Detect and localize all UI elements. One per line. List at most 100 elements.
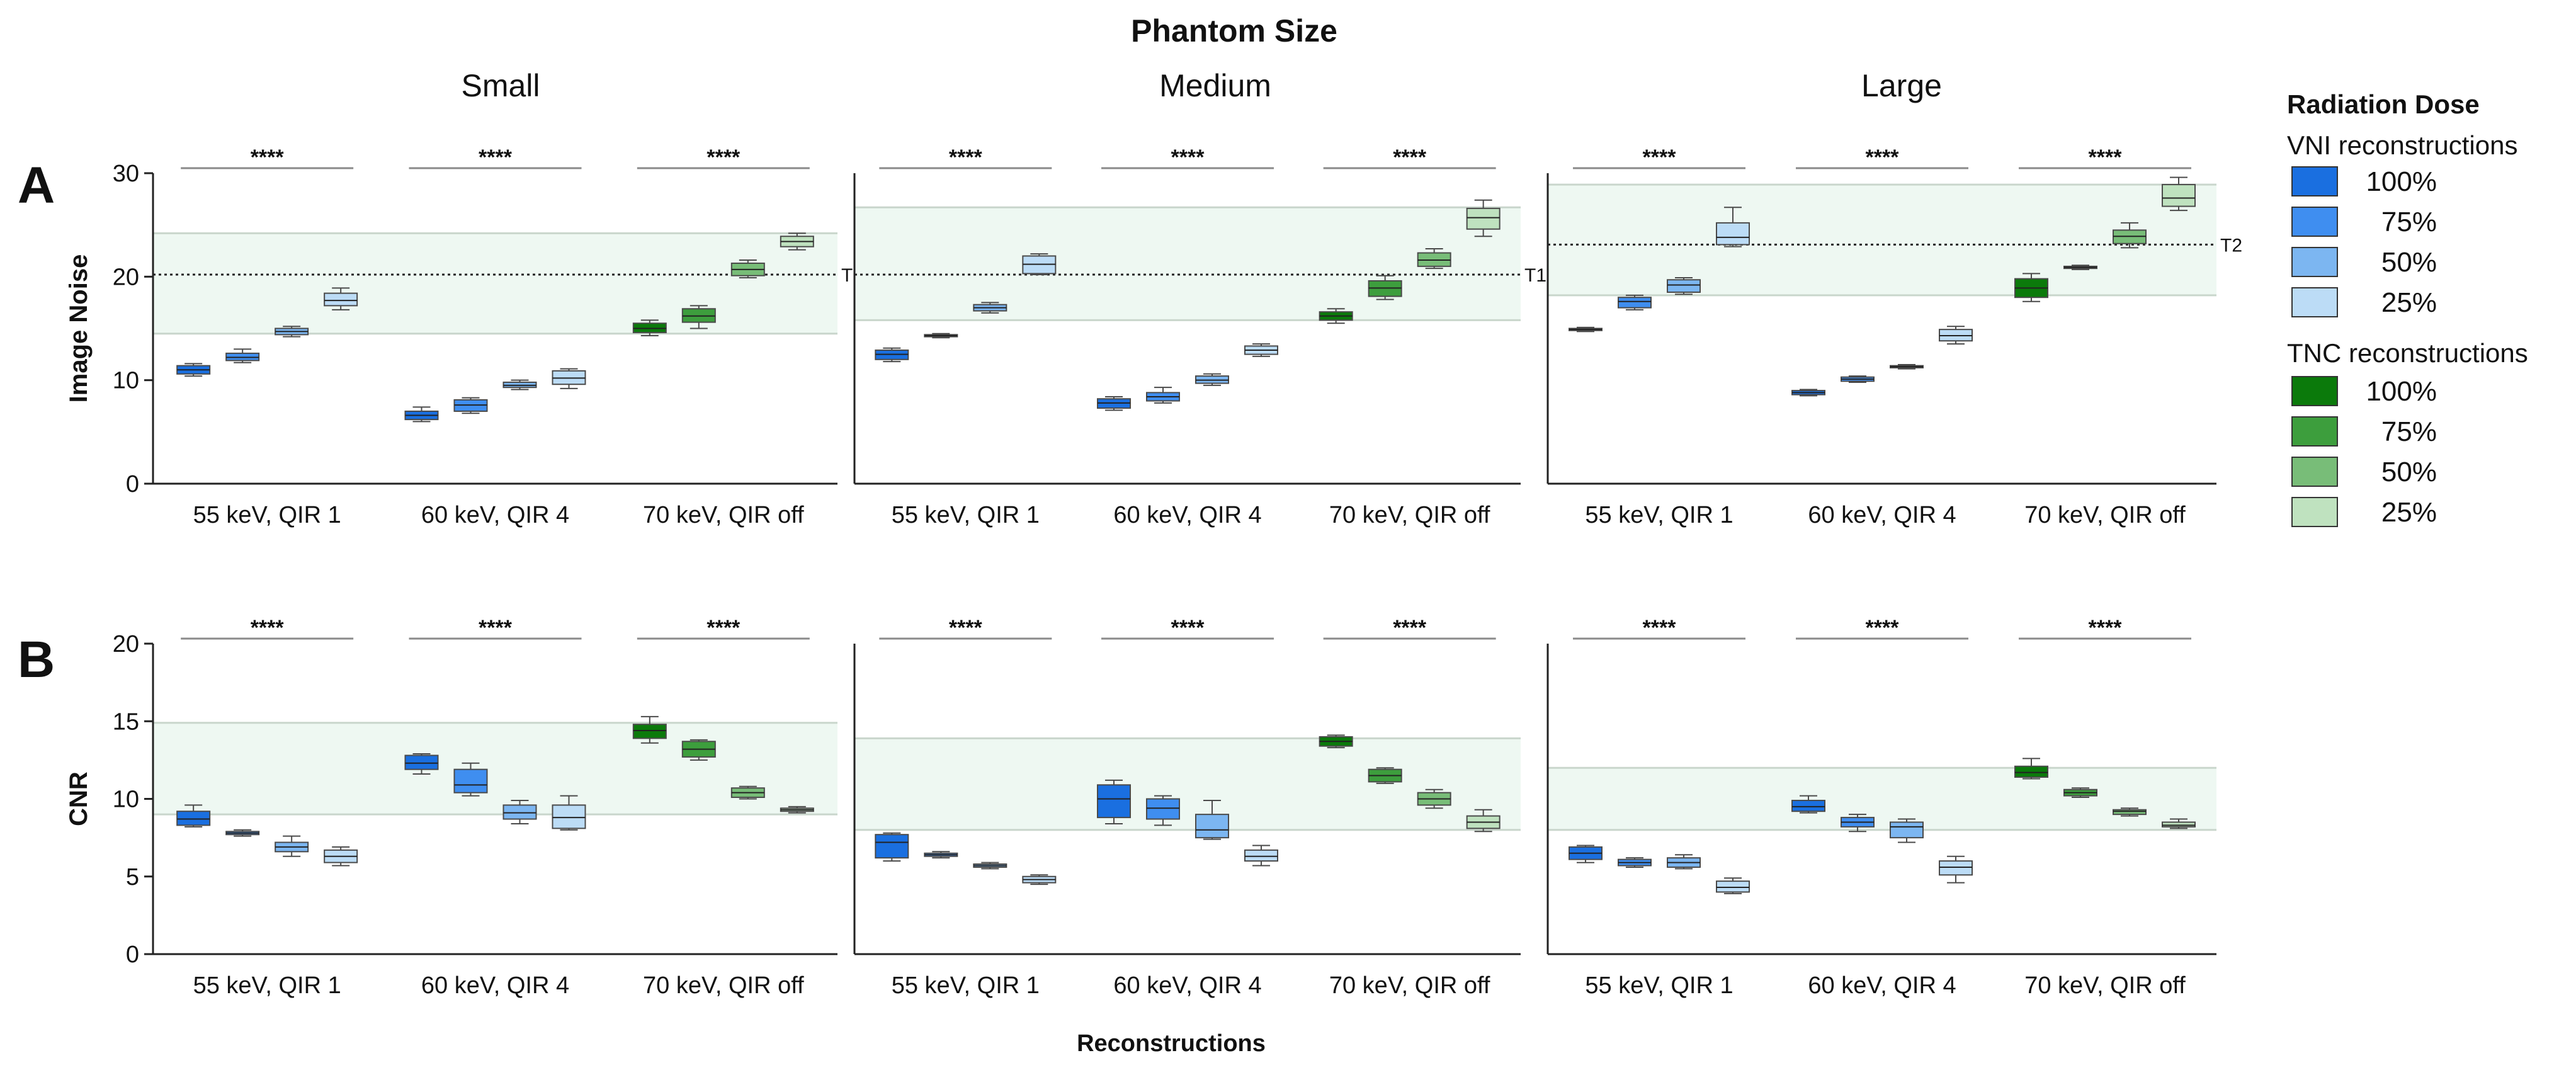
plots: T1 0 10 20 30 Image Noise 55 keV, QIR 1 **** 60 … [65,145,2242,999]
box-3-4 [780,805,814,814]
box-2-1 [404,406,439,423]
box-iqr [404,754,439,770]
box-2-2 [453,762,488,797]
box-iqr [176,811,211,826]
box-iqr [1716,222,1750,246]
box-1-1 [1569,845,1603,863]
group-label: 60 keV, QIR 4 [1808,972,1956,999]
box-iqr [324,292,358,307]
group-label: 70 keV, QIR off [643,972,804,999]
y-tick-label: 30 [113,161,139,187]
box-2-1 [1791,389,1825,397]
box-2-4 [552,368,586,389]
box-1-3 [275,835,309,857]
group-label: 60 keV, QIR 4 [1113,502,1261,528]
legend-label-vni-2: 75% [2381,207,2437,237]
box-3-1 [2014,273,2048,302]
box-3-3 [1417,248,1451,270]
box-iqr [1097,784,1131,819]
significance-stars: **** [1866,616,1900,640]
x-axis-title: Reconstructions [1077,1030,1266,1057]
box-2-3 [502,799,537,824]
box-1-1 [176,804,211,828]
box-3-4 [2162,818,2196,829]
box-2-3 [1890,364,1924,370]
group-label: 55 keV, QIR 1 [892,972,1040,999]
box-1-4 [1022,874,1057,885]
box-1-1 [875,347,909,363]
box-3-3 [730,785,765,800]
plot-b-medium: 55 keV, QIR 1 **** 60 keV, QIR 4 **** 70 keV… [853,616,1521,999]
legend-label-tnc-3: 50% [2381,457,2437,487]
box-3-2 [681,305,716,329]
box-2-4 [1939,855,1973,884]
panel-letter-b: B [18,631,55,688]
box-2-3 [1195,373,1229,386]
box-iqr [1244,849,1278,862]
significance-stars: **** [1171,145,1205,169]
y-axis-title: CNR [65,771,93,826]
y-tick-label: 20 [113,631,139,657]
box-1-2 [924,333,958,339]
box-2-1 [1791,795,1825,814]
box-1-3 [973,862,1007,870]
significance-stars: **** [949,145,983,169]
box-1-2 [225,348,260,363]
reference-band [1548,768,2216,830]
legend-label-tnc-1: 100% [2366,376,2437,407]
box-2-1 [1097,396,1131,411]
box-iqr [552,804,586,829]
reference-band [153,233,837,334]
box-iqr [1890,821,1924,839]
box-1-3 [1667,276,1701,295]
group-label: 70 keV, QIR off [1329,502,1490,528]
box-2-1 [1097,779,1131,824]
box-iqr [1618,297,1652,309]
box-2-2 [1841,375,1875,383]
box-1-4 [324,287,358,310]
box-iqr [2162,184,2196,207]
y-tick-label: 0 [126,471,139,498]
box-2-1 [404,753,439,775]
y-tick-label: 0 [126,942,139,968]
box-3-2 [2063,787,2097,799]
legend-label-vni-4: 25% [2381,287,2437,318]
legend-swatch-tnc-1 [2291,376,2338,406]
legend-vni-title: VNI reconstructions [2287,130,2517,160]
significance-stars: **** [1643,616,1677,640]
significance-stars: **** [1866,145,1900,169]
box-iqr [1939,860,1973,876]
box-iqr [632,724,667,739]
threshold-label: T2 [2220,235,2242,256]
legend-items: 100% 75% 50% 25% 100% 75% 50% 25% [2291,166,2437,528]
box-1-1 [875,832,909,862]
plot-b-large: 55 keV, QIR 1 **** 60 keV, QIR 4 **** 70 keV… [1546,616,2216,999]
significance-stars: **** [1393,145,1427,169]
legend-swatch-vni-2 [2291,207,2338,237]
column-title-small: Small [461,68,540,103]
box-1-2 [1618,857,1652,868]
box-iqr [1667,279,1701,293]
box-iqr [1146,798,1180,820]
y-tick-label: 10 [113,787,139,813]
box-2-3 [1890,818,1924,843]
significance-stars: **** [2089,616,2123,640]
box-1-2 [924,851,958,859]
box-2-3 [502,379,537,390]
box-1-3 [275,326,309,338]
box-3-3 [2113,222,2147,249]
significance-stars: **** [2089,145,2123,169]
y-tick-label: 10 [113,368,139,394]
box-3-2 [681,739,716,761]
legend: Radiation Dose VNI reconstructions TNC r… [2287,89,2528,528]
box-1-4 [1716,877,1750,894]
box-3-3 [2113,807,2147,817]
group-label: 60 keV, QIR 4 [421,972,569,999]
plot-b-small: 0 5 10 15 20 CNR 55 keV, QIR 1 **** 60 keV, QIR … [65,616,837,999]
box-iqr [2113,809,2147,816]
box-iqr [1466,207,1501,230]
significance-stars: **** [479,145,513,169]
box-3-2 [1368,767,1402,784]
box-iqr [1716,880,1750,893]
column-title-medium: Medium [1159,68,1271,103]
